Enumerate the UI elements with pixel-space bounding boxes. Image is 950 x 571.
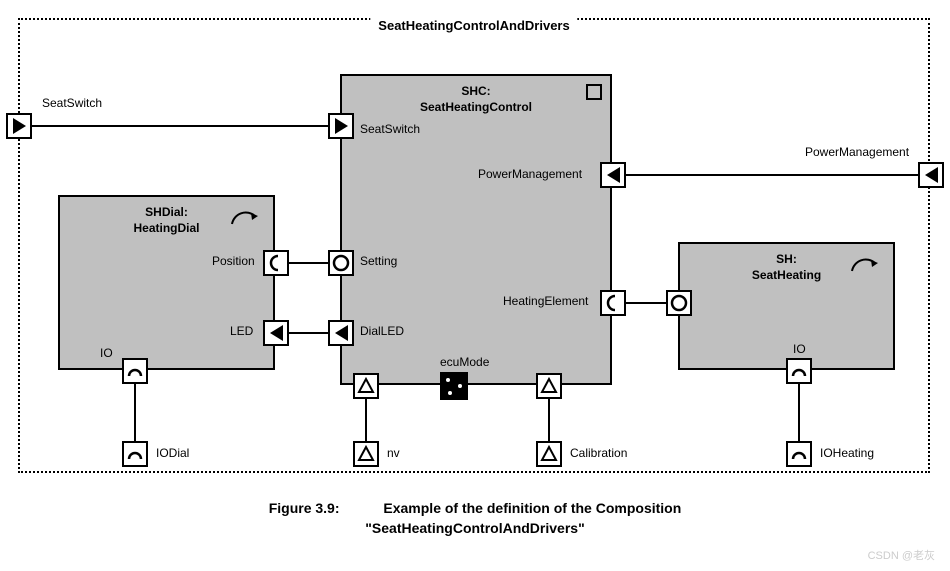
component-shc: SHC: SeatHeatingControl bbox=[340, 74, 612, 385]
shc-port-heatingelement-label: HeatingElement bbox=[503, 294, 588, 308]
boundary-port-powermgmt bbox=[918, 162, 944, 188]
shc-port-calib bbox=[536, 373, 562, 399]
conn-nv bbox=[365, 399, 367, 441]
shc-port-setting bbox=[328, 250, 354, 276]
shc-title2: SeatHeatingControl bbox=[420, 100, 532, 114]
conn-seatswitch bbox=[32, 125, 328, 127]
boundary-port-calibration bbox=[536, 441, 562, 467]
shc-port-powermgmt bbox=[600, 162, 626, 188]
sh-title2: SeatHeating bbox=[752, 268, 821, 282]
component-sh-title: SH: SeatHeating bbox=[752, 252, 821, 283]
component-shdial: SHDial: HeatingDial bbox=[58, 195, 275, 370]
component-sh: SH: SeatHeating bbox=[678, 242, 895, 370]
conn-heating bbox=[626, 302, 666, 304]
conn-calib bbox=[548, 399, 550, 441]
shc-port-nv bbox=[353, 373, 379, 399]
conn-dialled bbox=[289, 332, 328, 334]
sh-port-io-label: IO bbox=[793, 342, 806, 356]
shc-corner-icon bbox=[586, 84, 602, 100]
boundary-port-iodial-label: IODial bbox=[156, 446, 189, 460]
shc-port-setting-label: Setting bbox=[360, 254, 397, 268]
shdial-port-led bbox=[263, 320, 289, 346]
component-shdial-title: SHDial: HeatingDial bbox=[133, 205, 199, 236]
boundary-port-seatswitch bbox=[6, 113, 32, 139]
shdial-title2: HeatingDial bbox=[133, 221, 199, 235]
shdial-port-position-label: Position bbox=[212, 254, 255, 268]
shdial-port-position bbox=[263, 250, 289, 276]
shdial-port-io-label: IO bbox=[100, 346, 113, 360]
watermark: CSDN @老灰 bbox=[868, 547, 935, 563]
sh-port-flow bbox=[666, 290, 692, 316]
sh-port-io bbox=[786, 358, 812, 384]
boundary-port-ioheating bbox=[786, 441, 812, 467]
conn-setting bbox=[289, 262, 328, 264]
shc-port-seatswitch bbox=[328, 113, 354, 139]
caption-prefix: Figure 3.9: bbox=[269, 500, 340, 516]
shc-port-ecumode-label: ecuMode bbox=[440, 355, 489, 369]
shc-port-powermgmt-label: PowerManagement bbox=[478, 167, 582, 181]
boundary-port-seatswitch-label: SeatSwitch bbox=[42, 96, 102, 110]
boundary-port-calibration-label: Calibration bbox=[570, 446, 627, 460]
arc-icon bbox=[229, 207, 259, 227]
shc-port-ecumode bbox=[440, 372, 468, 400]
shc-port-heatingelement bbox=[600, 290, 626, 316]
shc-port-dialled-label: DialLED bbox=[360, 324, 404, 338]
shdial-title1: SHDial: bbox=[145, 205, 188, 219]
arc-icon bbox=[849, 254, 879, 274]
conn-iodial bbox=[134, 384, 136, 441]
shc-port-dialled bbox=[328, 320, 354, 346]
caption-text: Example of the definition of the Composi… bbox=[383, 500, 681, 516]
boundary-port-nv-label: nv bbox=[387, 446, 400, 460]
conn-powermgmt bbox=[626, 174, 918, 176]
component-shc-title: SHC: SeatHeatingControl bbox=[420, 84, 532, 115]
sh-title1: SH: bbox=[776, 252, 797, 266]
boundary-port-iodial bbox=[122, 441, 148, 467]
figure-caption: Figure 3.9: Example of the definition of… bbox=[0, 500, 950, 516]
boundary-port-powermgmt-label: PowerManagement bbox=[805, 145, 909, 159]
composition-title: SeatHeatingControlAndDrivers bbox=[370, 18, 577, 33]
shdial-port-led-label: LED bbox=[230, 324, 253, 338]
conn-ioheating bbox=[798, 384, 800, 441]
boundary-port-ioheating-label: IOHeating bbox=[820, 446, 874, 460]
boundary-port-nv bbox=[353, 441, 379, 467]
shc-title1: SHC: bbox=[461, 84, 490, 98]
figure-caption-sub: "SeatHeatingControlAndDrivers" bbox=[0, 520, 950, 536]
shdial-port-io bbox=[122, 358, 148, 384]
shc-port-seatswitch-label: SeatSwitch bbox=[360, 122, 420, 136]
